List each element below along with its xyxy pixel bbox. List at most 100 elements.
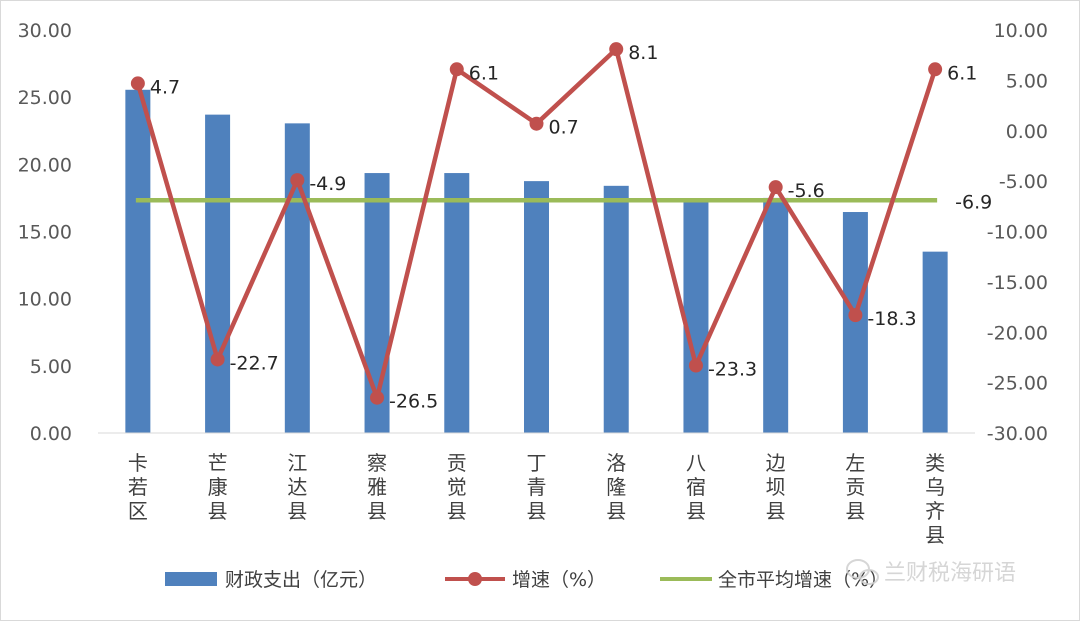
left-tick-label: 10.00: [18, 289, 72, 311]
growth-data-label: 6.1: [947, 62, 977, 84]
right-tick-label: 5.00: [1006, 70, 1048, 92]
category-char: 县: [606, 499, 626, 523]
category-char: 边: [766, 451, 786, 475]
category-char: 区: [128, 499, 148, 523]
right-tick-label: 0.00: [1006, 121, 1048, 143]
legend-bar-swatch: [165, 572, 217, 586]
growth-point: [768, 180, 783, 195]
category-char: 齐: [925, 499, 945, 523]
category-char: 八: [686, 451, 706, 475]
right-tick-label: 10.00: [994, 20, 1048, 42]
right-tick-label: -25.00: [987, 373, 1048, 395]
watermark: 兰财税海研语: [846, 559, 1016, 586]
left-tick-label: 20.00: [18, 154, 72, 176]
wechat-icon: [846, 559, 879, 585]
category-char: 雅: [367, 475, 387, 499]
growth-point: [210, 352, 225, 367]
left-tick-label: 25.00: [18, 87, 72, 109]
category-char: 县: [766, 499, 786, 523]
bar: [683, 200, 709, 433]
bar: [205, 114, 231, 433]
growth-data-label: -22.7: [230, 352, 279, 374]
growth-point: [130, 76, 145, 91]
category-char: 达: [287, 475, 307, 499]
left-axis: 0.00 5.00 10.00 15.00 20.00 25.00 30.00: [18, 20, 72, 445]
category-char: 县: [208, 499, 228, 523]
category-char: 县: [845, 499, 865, 523]
category-char: 洛: [606, 451, 626, 475]
growth-data-label: 0.7: [549, 117, 579, 139]
growth-data-label: -4.9: [309, 173, 346, 195]
left-tick-label: 5.00: [30, 356, 72, 378]
growth-point: [529, 116, 544, 131]
bar: [284, 123, 310, 433]
category-char: 察: [367, 451, 387, 475]
growth-point: [449, 62, 464, 77]
growth-data-label: -26.5: [389, 391, 438, 413]
growth-data-label: -5.6: [788, 180, 825, 202]
growth-point: [370, 390, 385, 405]
growth-point: [290, 173, 305, 188]
left-tick-label: 0.00: [30, 423, 72, 445]
right-tick-label: -15.00: [987, 272, 1048, 294]
category-char: 丁: [527, 451, 547, 475]
category-char: 江: [287, 451, 307, 475]
category-char: 卡: [128, 451, 148, 475]
category-char: 隆: [606, 475, 626, 499]
legend-avg-label: 全市平均增速（%）: [718, 569, 888, 591]
category-char: 宿: [686, 475, 706, 499]
left-tick-label: 15.00: [18, 222, 72, 244]
bar: [444, 173, 470, 433]
right-tick-label: -20.00: [987, 322, 1048, 344]
category-char: 青: [527, 475, 547, 499]
legend: 财政支出（亿元） 增速（%） 全市平均增速（%）: [165, 569, 888, 591]
right-tick-label: -5.00: [999, 171, 1048, 193]
growth-point: [688, 358, 703, 373]
growth-point: [928, 62, 943, 77]
watermark-text: 兰财税海研语: [884, 561, 1016, 586]
bar: [125, 89, 151, 434]
category-char: 康: [208, 475, 228, 499]
category-char: 县: [925, 523, 945, 547]
category-char: 贡: [447, 451, 467, 475]
growth-data-label: -23.3: [708, 358, 757, 380]
right-tick-label: -30.00: [987, 423, 1048, 445]
growth-data-labels: 4.7 -22.7 -4.9 -26.5 6.1 0.7 8.1 -23.3 -5.6 -18.3…: [150, 42, 977, 413]
legend-line-marker: [468, 572, 482, 586]
right-axis: -30.00 -25.00 -20.00 -15.00 -10.00 -5.00 0.00 5…: [987, 20, 1048, 445]
bar-series: [125, 89, 948, 434]
category-char: 县: [527, 499, 547, 523]
category-char: 贡: [845, 475, 865, 499]
growth-points: [130, 42, 943, 405]
growth-data-label: -18.3: [867, 308, 916, 330]
bar: [603, 185, 629, 433]
category-char: 县: [686, 499, 706, 523]
bar: [524, 181, 549, 433]
growth-data-label: 6.1: [469, 62, 499, 84]
growth-data-label: 4.7: [150, 76, 180, 98]
right-tick-label: -10.00: [987, 222, 1048, 244]
category-char: 县: [367, 499, 387, 523]
growth-point: [609, 42, 624, 57]
category-char: 坝: [766, 475, 786, 499]
bar: [842, 212, 868, 433]
category-char: 乌: [925, 475, 945, 499]
category-char: 觉: [447, 475, 467, 499]
legend-bar-label: 财政支出（亿元）: [225, 569, 377, 591]
growth-data-label: 8.1: [628, 42, 658, 64]
category-char: 县: [447, 499, 467, 523]
category-char: 类: [925, 451, 945, 475]
category-char: 县: [287, 499, 307, 523]
growth-point: [848, 308, 863, 323]
legend-line-label: 增速（%）: [512, 569, 606, 591]
category-char: 左: [845, 451, 865, 475]
category-char: 若: [128, 475, 148, 499]
bar: [763, 197, 789, 433]
bar: [922, 251, 948, 433]
left-tick-label: 30.00: [18, 20, 72, 42]
average-label: -6.9: [955, 191, 992, 213]
category-char: 芒: [208, 451, 228, 475]
